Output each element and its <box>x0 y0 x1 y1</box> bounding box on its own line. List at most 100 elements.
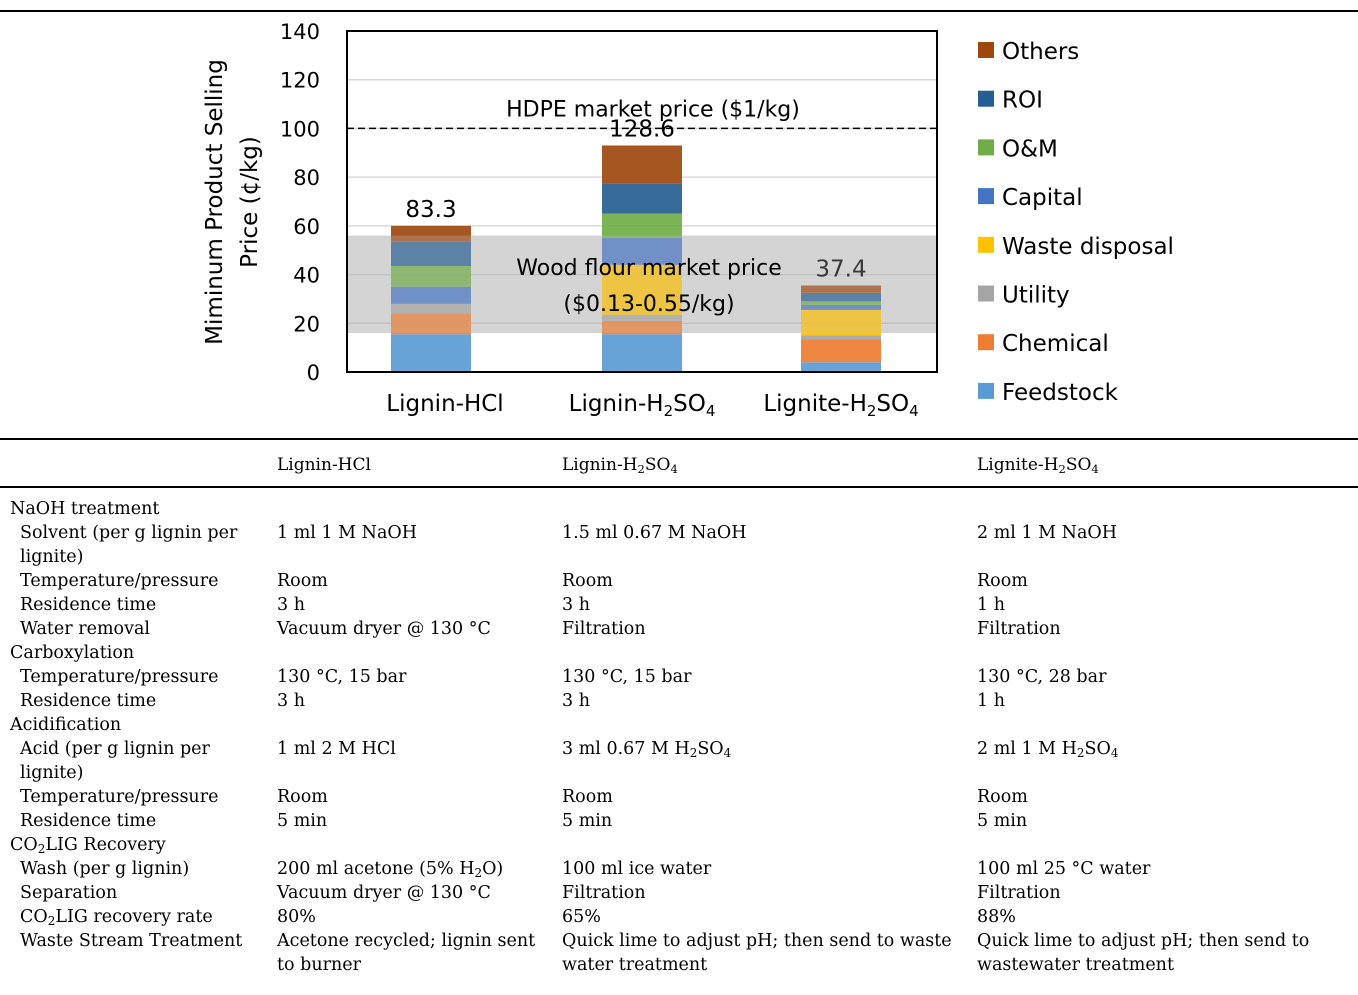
table-column-header: Lignin-HCl <box>277 455 371 475</box>
subscript: 2 <box>1076 745 1085 760</box>
cell-text: 2 ml 1 M NaOH <box>977 523 1117 543</box>
cell-text: LIG recovery rate <box>55 907 213 927</box>
row-label: Residence time <box>20 689 272 713</box>
cell-text: LIG Recovery <box>45 835 166 855</box>
cell-text: 1 h <box>977 595 1005 615</box>
table-cell: 80% <box>277 905 547 929</box>
table-cell: Room <box>562 785 962 809</box>
cell-text: CO <box>10 835 38 855</box>
row-label: Separation <box>20 881 272 905</box>
cell-text: Residence time <box>20 691 157 711</box>
cell-text: Carboxylation <box>10 643 135 663</box>
row-label: CO2LIG recovery rate <box>20 905 272 929</box>
table-cell: 130 °C, 28 bar <box>977 665 1352 689</box>
legend-swatch <box>978 285 994 302</box>
legend-swatch <box>978 236 994 253</box>
cell-text: Water removal <box>20 619 150 639</box>
y-tick-label: 60 <box>293 215 320 239</box>
row-label: Temperature/pressure <box>20 569 272 593</box>
bar-segment <box>391 334 471 372</box>
y-tick-label: 40 <box>293 264 320 288</box>
row-label: Residence time <box>20 593 272 617</box>
table-top-rule <box>0 438 1358 440</box>
cell-text: Quick lime to adjust pH; then send to wa… <box>977 931 1310 975</box>
table-cell: 88% <box>977 905 1352 929</box>
table-cell: 1 ml 2 M HCl <box>277 737 547 761</box>
table-cell: 65% <box>562 905 962 929</box>
reference-line-label: HDPE market price ($1/kg) <box>506 97 800 122</box>
subscript: 2 <box>637 461 645 476</box>
reference-band-label: ($0.13-0.55/kg) <box>563 292 734 317</box>
cell-text: 130 °C, 28 bar <box>977 667 1107 687</box>
x-category-subscript: 2 <box>664 402 674 420</box>
x-category-text: Lignin-H <box>569 391 664 417</box>
table-cell: Acetone recycled; lignin sent to burner <box>277 929 547 977</box>
cell-text: 200 ml acetone (5% H <box>277 859 475 879</box>
cell-text: 100 ml 25 °C water <box>977 859 1151 879</box>
bar-segment <box>602 334 682 372</box>
table-cell: 2 ml 1 M H2SO4 <box>977 737 1352 761</box>
cell-text: 80% <box>277 907 316 927</box>
cell-text: Residence time <box>20 811 157 831</box>
bar-segment <box>602 264 682 315</box>
legend-label: Feedstock <box>1002 380 1119 406</box>
table-cell: Room <box>562 569 962 593</box>
section-label: Carboxylation <box>10 641 272 665</box>
cell-text: NaOH treatment <box>10 499 160 519</box>
legend-label: O&M <box>1002 136 1058 162</box>
cell-text: Lignin-HCl <box>277 455 371 475</box>
cell-text: 1 ml 1 M NaOH <box>277 523 417 543</box>
legend-label: ROI <box>1002 88 1043 114</box>
cell-text: Separation <box>20 883 118 903</box>
cell-text: Residence time <box>20 595 157 615</box>
cell-text: SO <box>1065 455 1092 475</box>
cell-text: Room <box>562 571 613 591</box>
row-label: Temperature/pressure <box>20 785 272 809</box>
cell-text: 1 h <box>977 691 1005 711</box>
table-cell: 130 °C, 15 bar <box>277 665 547 689</box>
bar-segment <box>391 225 471 242</box>
cell-text: Temperature/pressure <box>20 571 219 591</box>
cell-text: 3 h <box>562 691 590 711</box>
cell-text: Room <box>277 571 328 591</box>
subscript: 4 <box>1091 461 1099 476</box>
cell-text: Room <box>277 787 328 807</box>
legend-swatch <box>978 139 994 156</box>
cell-text: Filtration <box>977 619 1061 639</box>
cell-text: 2 ml 1 M H <box>977 739 1077 759</box>
table-cell: 100 ml 25 °C water <box>977 857 1352 881</box>
cell-text: 3 ml 0.67 M H <box>562 739 690 759</box>
cell-text: 1.5 ml 0.67 M NaOH <box>562 523 747 543</box>
reference-band-label: Wood flour market price <box>516 256 781 281</box>
row-label: Waste Stream Treatment <box>20 929 272 953</box>
table-cell: 5 min <box>977 809 1352 833</box>
bar-segment <box>391 313 471 335</box>
cell-text: 130 °C, 15 bar <box>562 667 692 687</box>
plot-frame <box>346 30 938 373</box>
bar-segment <box>801 362 881 372</box>
table-cell: 3 ml 0.67 M H2SO4 <box>562 737 962 761</box>
row-label: Wash (per g lignin) <box>20 857 272 881</box>
bar-total-label: 128.6 <box>609 116 675 142</box>
table-cell: Room <box>977 785 1352 809</box>
cell-text: Filtration <box>562 883 646 903</box>
table-cell: 5 min <box>562 809 962 833</box>
subscript: 2 <box>1058 461 1066 476</box>
x-category-subscript: 4 <box>706 402 716 420</box>
bar-segment <box>391 286 471 304</box>
x-category-text: Lignin-HCl <box>386 391 503 417</box>
x-category-subscript: 4 <box>909 402 919 420</box>
table-column-header: Lignite-H2SO4 <box>977 455 1099 475</box>
table-cell: 100 ml ice water <box>562 857 962 881</box>
bar-total-label: 83.3 <box>405 197 456 223</box>
reference-band-overlay <box>347 235 937 334</box>
y-tick-label: 20 <box>293 312 320 336</box>
y-tick-label: 80 <box>293 166 320 190</box>
bar-segment <box>391 266 471 287</box>
cell-text: Lignite-H <box>977 455 1059 475</box>
cell-text: Temperature/pressure <box>20 787 219 807</box>
cell-text: 1 ml 2 M HCl <box>277 739 396 759</box>
cell-text: Acetone recycled; lignin sent to burner <box>277 931 536 975</box>
table-cell: Filtration <box>562 617 962 641</box>
section-label: Acidification <box>10 713 272 737</box>
